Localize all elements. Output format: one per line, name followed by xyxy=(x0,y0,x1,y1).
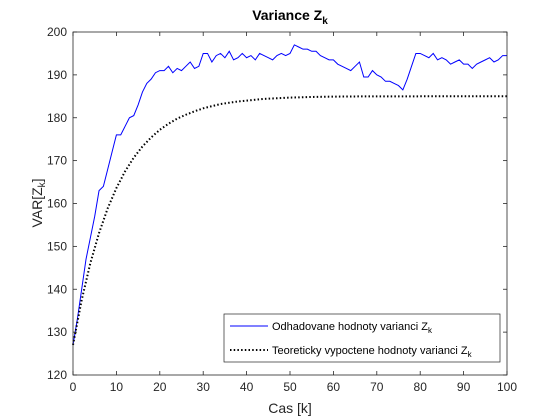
x-tick-label: 50 xyxy=(283,380,297,394)
y-tick-label: 150 xyxy=(47,239,67,253)
y-tick-label: 130 xyxy=(47,325,67,339)
x-tick-label: 70 xyxy=(370,380,384,394)
legend-label-theoretical: Teoreticky vypoctene hodnoty varianci Zk xyxy=(272,345,473,359)
x-tick-label: 40 xyxy=(240,380,254,394)
y-tick-label: 180 xyxy=(47,111,67,125)
legend-box xyxy=(223,313,501,363)
y-tick-label: 140 xyxy=(47,282,67,296)
x-tick-label: 90 xyxy=(457,380,471,394)
y-tick-label: 170 xyxy=(47,154,67,168)
x-tick-label: 80 xyxy=(414,380,428,394)
y-tick-label: 200 xyxy=(47,25,67,39)
legend: Odhadovane hodnoty varianci Zk Teoretick… xyxy=(223,313,501,363)
ticks-layer: 0 10 20 30 40 50 60 70 80 90 100 120 130 140 150 160 170… xyxy=(47,25,517,394)
y-tick-label: 120 xyxy=(47,368,67,382)
legend-label-estimated-main: Odhadovane hodnoty varianci Z xyxy=(272,321,428,333)
series-line-theoretical xyxy=(72,95,507,346)
x-tick-label: 10 xyxy=(110,380,124,394)
x-tick-label: 30 xyxy=(197,380,211,394)
y-axis-label: VAR[Zk] xyxy=(29,178,48,227)
legend-label-estimated: Odhadovane hodnoty varianci Zk xyxy=(272,321,433,335)
y-axis-label-subscript: k xyxy=(37,181,48,187)
legend-label-theoretical-main: Teoreticky vypoctene hodnoty varianci Z xyxy=(272,345,468,357)
x-tick-label: 60 xyxy=(327,380,341,394)
x-tick-label: 0 xyxy=(70,380,77,394)
chart-title-main: Variance Z xyxy=(252,7,322,23)
y-axis-label-main: VAR[Z xyxy=(29,187,45,228)
x-tick-label: 100 xyxy=(497,380,517,394)
chart-title: Variance Zk xyxy=(252,7,328,27)
legend-label-theoretical-subscript: k xyxy=(468,350,473,359)
x-axis-label: Cas [k] xyxy=(268,400,312,416)
series-layer xyxy=(72,44,507,346)
chart-title-subscript: k xyxy=(322,16,328,27)
legend-label-estimated-subscript: k xyxy=(428,326,433,335)
x-tick-label: 20 xyxy=(153,380,167,394)
series-line-estimated xyxy=(72,44,507,346)
y-tick-label: 190 xyxy=(47,68,67,82)
y-axis-label-suffix: ] xyxy=(29,178,45,182)
y-tick-label: 160 xyxy=(47,197,67,211)
